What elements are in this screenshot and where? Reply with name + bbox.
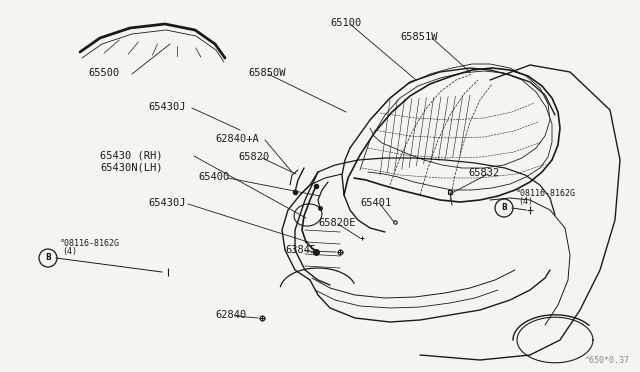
Text: 65850W: 65850W bbox=[248, 68, 285, 78]
Text: 65820: 65820 bbox=[238, 152, 269, 162]
Text: 65430J: 65430J bbox=[148, 102, 186, 112]
Text: 62840: 62840 bbox=[215, 310, 246, 320]
Text: 65430 (RH): 65430 (RH) bbox=[100, 150, 163, 160]
Text: 65100: 65100 bbox=[330, 18, 361, 28]
Text: °08116-8162G: °08116-8162G bbox=[60, 239, 120, 248]
Text: B: B bbox=[45, 253, 51, 263]
Text: (4): (4) bbox=[62, 247, 77, 256]
Text: 65400: 65400 bbox=[198, 172, 229, 182]
Text: 62840+A: 62840+A bbox=[215, 134, 259, 144]
Text: 65401: 65401 bbox=[360, 198, 391, 208]
Text: 63845: 63845 bbox=[285, 245, 316, 255]
Text: (4): (4) bbox=[518, 197, 533, 206]
Text: 65430J: 65430J bbox=[148, 198, 186, 208]
Text: 65820E: 65820E bbox=[318, 218, 355, 228]
Text: 65500: 65500 bbox=[88, 68, 119, 78]
Text: 65851W: 65851W bbox=[400, 32, 438, 42]
Text: ^650*0.37: ^650*0.37 bbox=[585, 356, 630, 365]
Text: 65430N(LH): 65430N(LH) bbox=[100, 162, 163, 172]
Text: 65832: 65832 bbox=[468, 168, 499, 178]
Text: °08116-8162G: °08116-8162G bbox=[516, 189, 576, 198]
Text: B: B bbox=[501, 203, 507, 212]
